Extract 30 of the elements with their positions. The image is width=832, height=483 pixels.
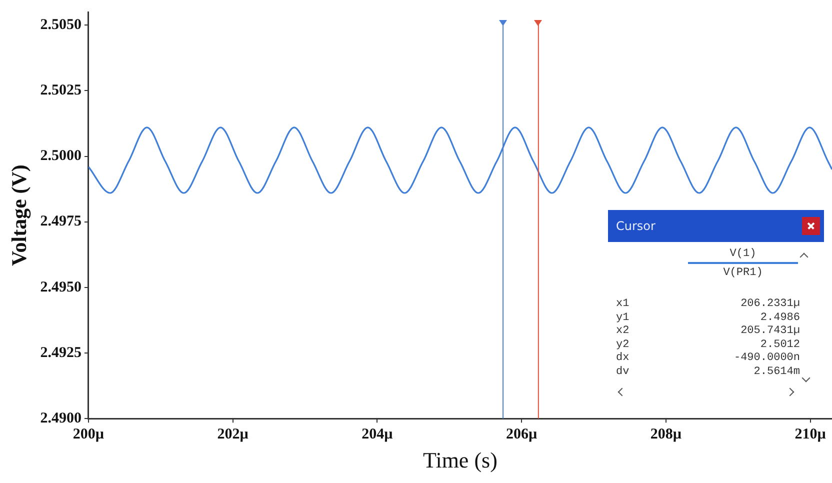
x-tick-label: 204µ xyxy=(362,426,394,442)
annotation: 206.2331µ xyxy=(740,298,800,312)
annotation: 2.4986 xyxy=(760,312,800,325)
y-axis-title: Voltage (V) xyxy=(7,164,32,266)
annotation: 2.5012 xyxy=(760,338,800,352)
annotation: y2 xyxy=(616,338,630,352)
annotation: 2.5614m xyxy=(754,366,800,379)
x-tick-label: 200µ xyxy=(72,426,104,442)
y-tick-label: 2.4975 xyxy=(40,214,82,230)
y-tick-label: 2.5025 xyxy=(40,82,82,99)
annotation: x1 xyxy=(616,298,630,312)
annotation: -490.0000n xyxy=(734,352,800,366)
annotation: Cursor xyxy=(616,219,656,233)
annotation: V(PR1) xyxy=(722,266,764,279)
annotation: dx xyxy=(616,352,630,366)
x-tick-label: 206µ xyxy=(506,426,538,442)
y-tick-label: 2.4900 xyxy=(40,410,82,426)
y-tick-label: 2.5050 xyxy=(40,16,82,33)
x-tick-label: 202µ xyxy=(217,426,249,442)
x-axis-title: Time (s) xyxy=(423,448,498,473)
annotation: V(1) xyxy=(728,248,758,262)
annotation: x2 xyxy=(616,325,630,338)
x-tick-label: 210µ xyxy=(794,426,826,442)
annotation: y1 xyxy=(616,312,630,325)
annotation: 205.7431µ xyxy=(740,325,800,338)
y-tick-label: 2.4925 xyxy=(40,344,82,361)
x-tick-label: 208µ xyxy=(650,426,682,442)
annotation: dv xyxy=(616,366,630,379)
y-tick-label: 2.5000 xyxy=(40,148,82,164)
y-tick-label: 2.4950 xyxy=(40,279,82,296)
